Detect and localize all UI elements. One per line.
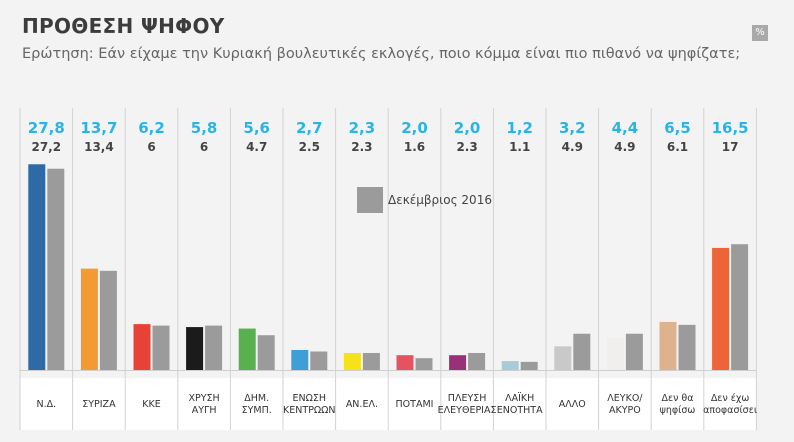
bar-current [606,337,624,370]
category-label: ΚΕΝΤΡΩΩΝ [283,405,336,416]
value-label-previous: 17 [722,140,739,154]
value-label-previous: 4.7 [246,140,267,154]
value-label-current: 6,5 [664,119,691,137]
category-label: ΠΟΤΑΜΙ [396,399,434,410]
value-label-previous: 2.5 [299,140,320,154]
question-subtitle: Ερώτηση: Εάν είχαμε την Κυριακή βουλευτι… [22,46,741,62]
bar-previous [310,351,328,370]
category-label: αποφασίσει [703,405,757,416]
category-label: ΑΥΓΗ [192,405,217,416]
category-label: Ν.Δ. [36,399,56,410]
value-label-previous: 6 [200,140,208,154]
value-label-current: 5,8 [191,119,218,137]
value-label-previous: 4.9 [614,140,635,154]
bar-previous [678,324,696,370]
category-label: ΣΥΡΙΖΑ [82,399,116,410]
bar-previous [625,333,643,370]
legend-swatch [357,187,383,213]
legend-label: Δεκέμβριος 2016 [388,193,492,207]
value-label-current: 2,0 [454,119,481,137]
bar-previous [573,333,591,370]
value-label-current: 27,8 [28,119,65,137]
page-title: ΠΡΟΘΕΣΗ ΨΗΦΟΥ [22,14,225,38]
percent-badge: % [752,25,768,41]
bar-previous [362,352,380,370]
value-label-previous: 2.3 [351,140,372,154]
category-label: ΔΗΜ. [244,393,269,404]
bar-current [449,355,467,370]
category-label: ΑΝ.ΕΛ. [346,399,378,410]
category-label: ΕΝΟΤΗΤΑ [497,405,543,416]
category-label: ΛΕΥΚΟ/ [607,393,643,404]
value-label-current: 6,2 [138,119,165,137]
value-label-previous: 27,2 [31,140,61,154]
bar-previous [468,352,486,370]
category-label: ΕΝΩΣΗ [293,393,327,404]
value-label-current: 5,6 [243,119,270,137]
category-label: ψηφίσω [660,405,696,416]
category-label: ΧΡΥΣΗ [189,393,220,404]
bar-current [133,324,151,370]
bar-previous [415,358,433,370]
category-label: Δεν έχω [711,393,750,404]
value-label-previous: 6 [147,140,155,154]
bar-previous [257,335,275,370]
value-label-previous: 1.6 [404,140,425,154]
bar-current [396,355,414,370]
category-label: ΛΑΪΚΗ [505,393,534,404]
value-label-current: 16,5 [712,119,749,137]
bar-current [28,164,46,370]
bar-current [291,350,309,370]
category-label: ΑΛΛΟ [559,399,586,410]
bar-previous [520,361,538,370]
value-label-previous: 1.1 [509,140,530,154]
bar-current [712,247,730,370]
value-label-current: 2,3 [349,119,376,137]
value-label-current: 4,4 [612,119,639,137]
bar-current [238,328,256,370]
value-label-current: 13,7 [80,119,117,137]
category-label: ΑΚΥΡΟ [609,405,641,416]
bar-current [80,268,98,370]
bar-current [554,346,572,370]
value-label-current: 1,2 [506,119,533,137]
bar-current [343,352,361,370]
bar-previous [731,244,749,370]
value-label-previous: 13,4 [84,140,114,154]
category-label: ΕΛΕΥΘΕΡΙΑΣ [438,405,497,416]
value-label-previous: 4.9 [562,140,583,154]
category-label: ΠΛΕΥΣΗ [448,393,487,404]
category-label: Δεν θα [661,393,693,404]
bar-previous [152,325,170,370]
bar-current [501,361,519,370]
value-label-current: 2,7 [296,119,323,137]
value-label-current: 2,0 [401,119,428,137]
bar-current [659,321,677,370]
category-label: ΣΥΜΠ. [242,405,272,416]
value-label-previous: 6.1 [667,140,688,154]
category-label: ΚΚΕ [142,399,160,410]
value-label-current: 3,2 [559,119,586,137]
bar-previous [205,325,223,370]
bar-previous [47,168,65,370]
bar-current [186,327,204,370]
bar-previous [99,270,117,370]
value-label-previous: 2.3 [456,140,477,154]
